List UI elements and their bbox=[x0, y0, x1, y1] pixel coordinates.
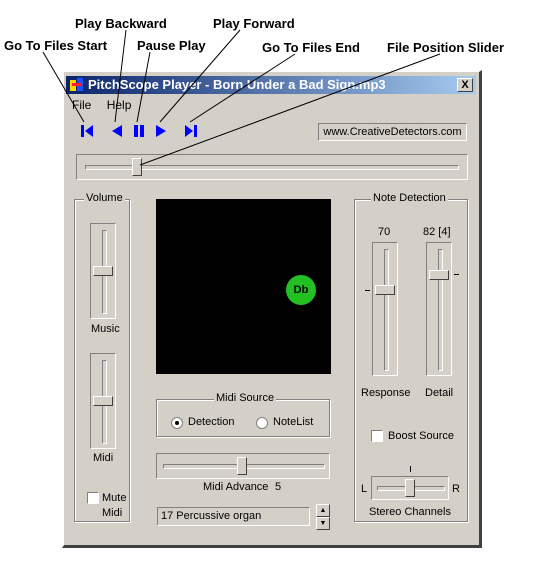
music-label: Music bbox=[91, 323, 120, 335]
notelist-radio[interactable] bbox=[256, 417, 268, 429]
file-position-thumb[interactable] bbox=[132, 158, 142, 176]
midi-advance-thumb[interactable] bbox=[237, 457, 247, 475]
detection-label: Detection bbox=[188, 416, 235, 428]
close-button[interactable]: X bbox=[457, 78, 473, 92]
midi-volume-thumb[interactable] bbox=[93, 396, 113, 406]
note-detection-title: Note Detection bbox=[371, 192, 448, 204]
stereo-center-tick bbox=[410, 466, 411, 472]
play-forward-icon bbox=[156, 125, 166, 137]
detail-tick bbox=[454, 274, 459, 275]
music-volume-slider[interactable] bbox=[90, 223, 116, 319]
pause-play-button[interactable] bbox=[130, 122, 148, 140]
notelist-label: NoteList bbox=[273, 416, 314, 428]
note-display: Db bbox=[156, 199, 331, 374]
detection-radio[interactable] bbox=[171, 417, 183, 429]
stereo-channels-label: Stereo Channels bbox=[369, 506, 451, 518]
detail-track bbox=[438, 249, 443, 371]
boost-source-label: Boost Source bbox=[388, 430, 455, 442]
website-link[interactable]: www.CreativeDetectors.com bbox=[318, 123, 467, 141]
callout-go-to-files-start: Go To Files Start bbox=[4, 38, 108, 53]
midi-source-title: Midi Source bbox=[214, 392, 277, 404]
mute-label: Mute bbox=[102, 492, 127, 504]
window-title: PitchScope Player - Born Under a Bad Sig… bbox=[88, 77, 386, 92]
boost-source-checkbox[interactable] bbox=[371, 430, 383, 442]
midi-volume-slider[interactable] bbox=[90, 353, 116, 449]
stereo-thumb[interactable] bbox=[405, 479, 415, 497]
skip-end-icon bbox=[185, 125, 197, 137]
detail-label: Detail bbox=[425, 387, 454, 399]
instrument-spinner[interactable]: ▲ ▼ bbox=[316, 504, 330, 530]
stereo-right-label: R bbox=[452, 483, 460, 495]
skip-start-icon bbox=[81, 125, 93, 137]
response-thumb[interactable] bbox=[375, 285, 395, 295]
response-tick bbox=[365, 290, 370, 291]
mute-midi-checkbox[interactable] bbox=[87, 492, 99, 504]
menu-file[interactable]: File bbox=[72, 98, 92, 112]
callout-pause-play: Pause Play bbox=[137, 38, 206, 53]
go-to-files-end-button[interactable] bbox=[182, 122, 200, 140]
response-track bbox=[384, 249, 389, 371]
midi-volume-label: Midi bbox=[93, 452, 114, 464]
stereo-left-label: L bbox=[361, 483, 368, 495]
midi-advance-value: 5 bbox=[275, 481, 282, 493]
response-slider[interactable] bbox=[372, 242, 398, 376]
spin-down-icon[interactable]: ▼ bbox=[316, 517, 330, 530]
note-indicator: Db bbox=[286, 275, 316, 305]
title-bar: PitchScope Player - Born Under a Bad Sig… bbox=[66, 76, 476, 94]
detail-value: 82 [4] bbox=[423, 226, 451, 238]
go-to-files-start-button[interactable] bbox=[78, 122, 96, 140]
pitchscope-window: PitchScope Player - Born Under a Bad Sig… bbox=[62, 70, 482, 548]
midi-source-group: Midi Source Detection NoteList bbox=[156, 392, 330, 437]
menu-bar: File Help bbox=[66, 96, 137, 114]
music-volume-thumb[interactable] bbox=[93, 266, 113, 276]
midi-advance-slider[interactable] bbox=[156, 453, 330, 479]
callout-play-backward: Play Backward bbox=[75, 16, 167, 31]
app-icon bbox=[70, 78, 83, 91]
callout-file-position-slider: File Position Slider bbox=[387, 40, 505, 55]
spin-up-icon[interactable]: ▲ bbox=[316, 504, 330, 517]
volume-group: Volume Music Midi Mute Midi bbox=[74, 192, 130, 522]
menu-help[interactable]: Help bbox=[106, 98, 132, 112]
instrument-select[interactable]: 17 Percussive organ bbox=[157, 507, 310, 526]
callout-go-to-files-end: Go To Files End bbox=[262, 40, 360, 55]
pause-icon bbox=[134, 125, 144, 137]
play-forward-button[interactable] bbox=[152, 122, 170, 140]
volume-title: Volume bbox=[84, 192, 125, 204]
file-position-slider[interactable] bbox=[76, 154, 468, 180]
note-detection-group: Note Detection 70 82 [4] Response Detail… bbox=[354, 192, 468, 522]
mute-midi-label: Midi bbox=[102, 507, 123, 519]
play-backward-button[interactable] bbox=[108, 122, 126, 140]
callout-play-forward: Play Forward bbox=[213, 16, 295, 31]
response-label: Response bbox=[361, 387, 411, 399]
response-value: 70 bbox=[378, 226, 391, 238]
detail-thumb[interactable] bbox=[429, 270, 449, 280]
play-backward-icon bbox=[112, 125, 122, 137]
stereo-balance-slider[interactable] bbox=[371, 476, 449, 500]
midi-advance-label: Midi Advance bbox=[203, 481, 269, 493]
file-position-track bbox=[85, 165, 459, 170]
detail-slider[interactable] bbox=[426, 242, 452, 376]
